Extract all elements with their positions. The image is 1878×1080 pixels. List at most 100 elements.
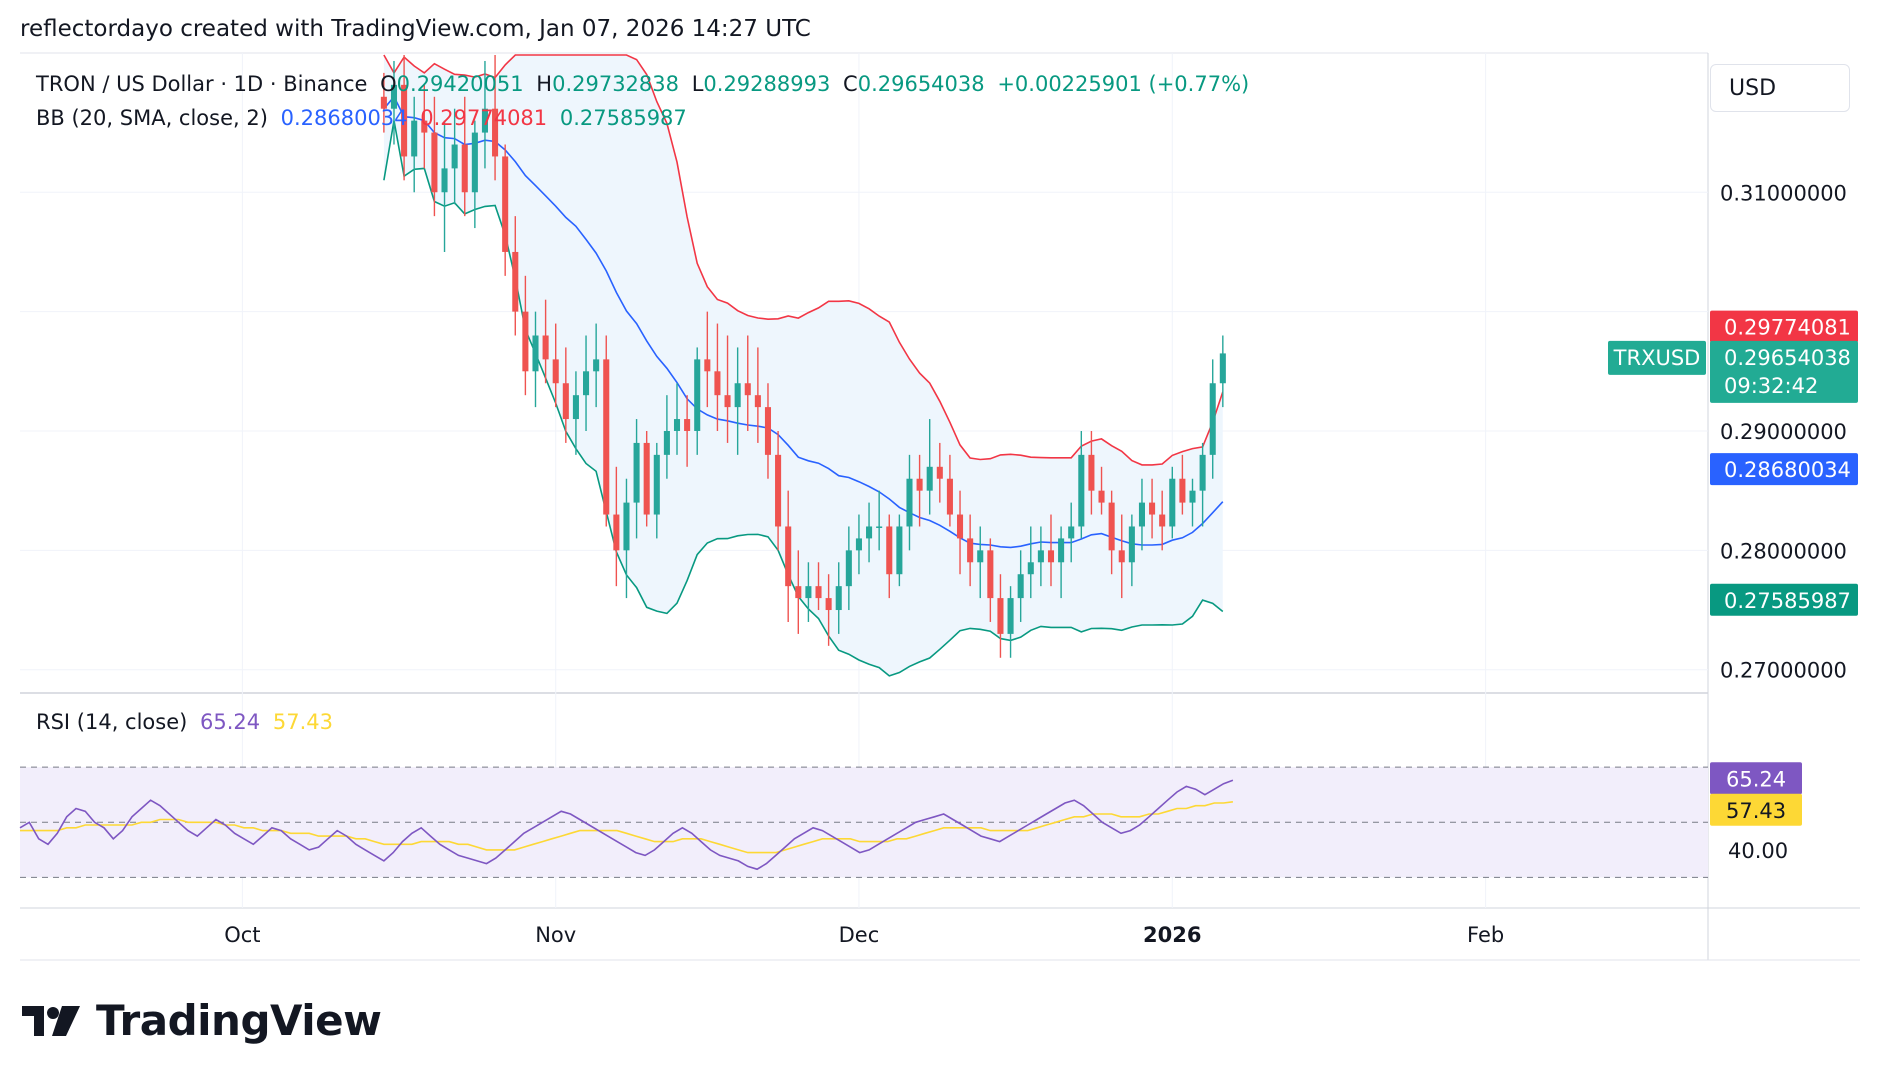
candle-body [1037, 550, 1044, 563]
close-label: C [843, 72, 858, 96]
currency-selector[interactable]: USD [1710, 64, 1850, 112]
candle-body [1047, 550, 1055, 563]
price-label-box [1710, 340, 1858, 403]
change-value: +0.00225901 (+0.77%) [997, 72, 1250, 96]
candle-body [1118, 550, 1125, 563]
candle-body [502, 156, 509, 252]
candle-body [1068, 526, 1075, 539]
rsi-value-box [1710, 793, 1802, 826]
rsi-pane [19, 766, 1708, 878]
candle-body [1169, 478, 1176, 527]
candle-body [845, 550, 852, 587]
candle-body [1149, 502, 1156, 515]
low-label: L [691, 72, 704, 96]
candle-body [401, 84, 408, 157]
open-label: O [380, 72, 397, 96]
candle-body [583, 371, 590, 396]
candle-body [643, 442, 650, 515]
countdown-label: 09:32:42 [1724, 374, 1818, 398]
candle-body [411, 120, 418, 157]
candle-body [956, 514, 964, 539]
rsi-line [19, 779, 1234, 871]
rsi-band-fill [20, 767, 1708, 878]
time-tick-label: Nov [535, 923, 576, 947]
candle-body [532, 335, 539, 372]
candle-body [562, 383, 569, 420]
candle-body [764, 407, 772, 455]
price-label-box [1710, 583, 1858, 616]
high-value: 0.29732838 [552, 72, 680, 96]
candle-body [997, 598, 1004, 634]
candle-body [431, 132, 438, 193]
bb-legend: BB (20, SMA, close, 2) 0.28680034 0.2977… [36, 106, 693, 130]
candle-body [653, 454, 660, 515]
candle-body [866, 526, 873, 539]
candle-body [1007, 598, 1014, 634]
price-tick-label: 0.27000000 [1720, 659, 1847, 683]
axes: 0.27000000 0.28000000 0.29000000 0.31000000… [224, 181, 1847, 947]
bb-basis-line [383, 95, 1224, 549]
candle-body [552, 359, 559, 384]
bb-upper-line [383, 54, 1224, 466]
rsi-value-text: 57.43 [1726, 799, 1786, 823]
candle-body [946, 478, 953, 515]
candle-body [906, 478, 913, 527]
candle-body [896, 526, 903, 575]
bb-basis-value: 0.28680034 [280, 106, 408, 130]
candle-body [1128, 526, 1135, 563]
candle-body [724, 395, 731, 408]
bb-lower-value: 0.27585987 [559, 106, 687, 130]
candle-body [451, 144, 458, 169]
logo-text: TradingView [96, 996, 382, 1045]
price-label-text: 0.29774081 [1724, 316, 1851, 340]
candle-body [805, 586, 812, 599]
symbol-title[interactable]: TRON / US Dollar · 1D · Binance [36, 72, 368, 96]
candle-body [623, 502, 630, 551]
candle-body [663, 430, 670, 455]
candle-body [1199, 454, 1206, 491]
candle-body [754, 395, 761, 408]
bb-label[interactable]: BB (20, SMA, close, 2) [36, 106, 268, 130]
candle-body [512, 251, 519, 312]
price-label-box [1710, 453, 1858, 486]
candle-body [835, 586, 842, 611]
candle-body [1189, 490, 1196, 503]
bb-upper-value: 0.29774081 [420, 106, 548, 130]
candle-body [421, 120, 428, 133]
candle-body [1058, 538, 1065, 563]
candle-body [714, 371, 721, 396]
candle-body [744, 383, 751, 396]
tradingview-logo-icon [22, 1005, 80, 1036]
candle-body [916, 478, 923, 491]
candle-body [876, 526, 883, 528]
candle-body [542, 335, 549, 360]
rsi-value-box [1710, 762, 1802, 795]
tradingview-logo[interactable]: TradingView [22, 996, 382, 1045]
rsi-label[interactable]: RSI (14, close) [36, 710, 188, 734]
candle-body [1078, 454, 1085, 527]
open-value: 0.29420051 [396, 72, 524, 96]
candle-body [673, 419, 681, 431]
time-tick-label: Dec [839, 923, 880, 947]
price-label-text: 0.28680034 [1724, 458, 1851, 482]
price-tick-label: 0.28000000 [1720, 539, 1847, 563]
candle-body [481, 108, 488, 133]
candle-body [390, 84, 398, 109]
rsi-value: 65.24 [200, 710, 261, 734]
main-legend: TRON / US Dollar · 1D · Binance O0.29420… [36, 72, 1255, 96]
candle-body [936, 466, 943, 479]
candle-body [926, 466, 933, 491]
candle-body [1219, 353, 1226, 384]
candle-body [461, 144, 468, 193]
price-labels: 0.29774081 0.29654038 09:32:42 TRXUSD 0.2868… [1608, 310, 1858, 826]
price-label-text: 0.29654038 [1724, 346, 1851, 370]
low-value: 0.29288993 [703, 72, 831, 96]
candle-body [633, 442, 640, 503]
bollinger-fill [383, 55, 1223, 676]
price-label-text: 0.27585987 [1724, 589, 1851, 613]
candles [380, 55, 1226, 658]
candle-body [694, 359, 701, 431]
candle-body [613, 514, 620, 551]
candle-body [684, 419, 691, 431]
